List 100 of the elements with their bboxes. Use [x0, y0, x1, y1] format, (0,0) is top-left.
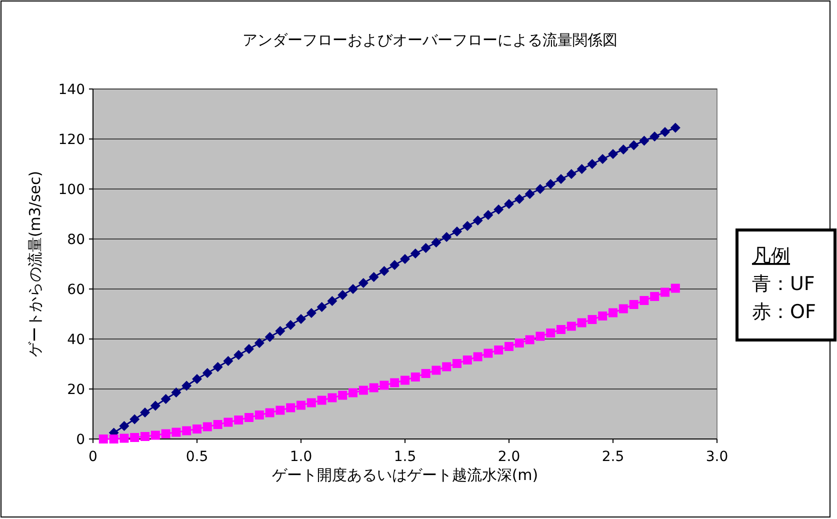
chart-title: アンダーフローおよびオーバーフローによる流量関係図 — [242, 31, 618, 49]
point — [368, 272, 379, 282]
y-tick-label: 80 — [67, 232, 85, 248]
point — [504, 199, 514, 209]
point — [421, 369, 430, 378]
point — [296, 314, 306, 324]
point — [494, 204, 504, 214]
point — [192, 374, 202, 384]
point — [472, 216, 483, 226]
point — [400, 254, 410, 264]
point — [264, 332, 275, 342]
point — [380, 380, 389, 390]
point — [660, 127, 670, 137]
y-axis-title: ゲートからの流量(m3/sec) — [26, 170, 44, 358]
point — [566, 322, 576, 331]
x-tick-label: 0.5 — [186, 449, 208, 465]
point — [379, 266, 390, 276]
y-tick-label: 60 — [67, 282, 85, 298]
text: 赤：OF — [752, 301, 816, 323]
point — [504, 342, 514, 351]
point — [577, 318, 586, 328]
point — [618, 144, 628, 154]
y-tick-label: 100 — [58, 182, 85, 198]
point — [536, 332, 545, 341]
point — [576, 164, 587, 174]
point — [598, 154, 608, 164]
point — [670, 122, 680, 133]
point — [452, 226, 462, 236]
point — [390, 378, 400, 388]
point — [317, 396, 326, 405]
point — [338, 290, 348, 300]
point — [587, 159, 598, 169]
y-tick-label: 120 — [58, 132, 85, 148]
y-tick-label: 20 — [67, 382, 85, 398]
point — [556, 325, 566, 334]
point — [244, 344, 254, 354]
point — [410, 248, 420, 258]
point — [494, 346, 504, 354]
point — [670, 284, 680, 293]
point — [224, 418, 233, 427]
point — [462, 221, 472, 231]
point — [119, 421, 130, 431]
point — [182, 426, 192, 436]
point — [316, 302, 327, 312]
point — [130, 433, 140, 442]
point — [640, 296, 649, 305]
point — [598, 312, 608, 320]
point — [566, 169, 576, 179]
point — [629, 300, 638, 309]
point — [276, 406, 285, 415]
point — [182, 380, 192, 391]
point — [161, 429, 170, 438]
point — [327, 296, 338, 306]
point — [483, 210, 494, 220]
point — [442, 232, 452, 242]
point — [338, 390, 348, 400]
x-tick-label: 0 — [88, 449, 98, 465]
x-tick-label: 1.5 — [394, 449, 416, 465]
y-tick-label: 0 — [76, 432, 85, 448]
point — [109, 434, 118, 444]
x-tick-label: 1.0 — [290, 449, 312, 465]
point — [462, 356, 472, 364]
point — [650, 132, 660, 142]
point — [160, 394, 171, 404]
point — [265, 408, 274, 418]
point — [150, 400, 160, 411]
point — [639, 136, 650, 146]
point — [140, 432, 150, 441]
text: 凡例 — [752, 245, 790, 267]
point — [254, 410, 264, 420]
point — [172, 428, 181, 437]
point — [452, 359, 462, 368]
x-tick-label: 2.5 — [602, 449, 624, 465]
point — [296, 400, 306, 410]
point — [525, 335, 534, 344]
point — [420, 243, 431, 253]
point — [358, 278, 368, 288]
point — [348, 388, 358, 398]
point — [130, 414, 140, 424]
x-axis-title: ゲート開度あるいはゲート越流水深(m) — [272, 466, 538, 484]
point — [650, 292, 660, 301]
point — [608, 308, 618, 318]
point — [473, 352, 482, 362]
point — [286, 403, 296, 412]
point — [286, 320, 296, 330]
point — [556, 174, 566, 184]
point — [306, 398, 316, 408]
point — [192, 424, 202, 434]
point — [234, 350, 244, 360]
point — [306, 308, 316, 318]
point — [618, 304, 628, 314]
point — [432, 366, 441, 375]
y-tick-label: 40 — [67, 332, 85, 348]
point — [348, 284, 358, 294]
point — [98, 434, 108, 444]
point — [120, 434, 129, 443]
point — [328, 393, 337, 402]
point — [213, 420, 222, 429]
text: 青：UF — [752, 273, 815, 295]
x-tick-label: 3.0 — [706, 449, 728, 465]
